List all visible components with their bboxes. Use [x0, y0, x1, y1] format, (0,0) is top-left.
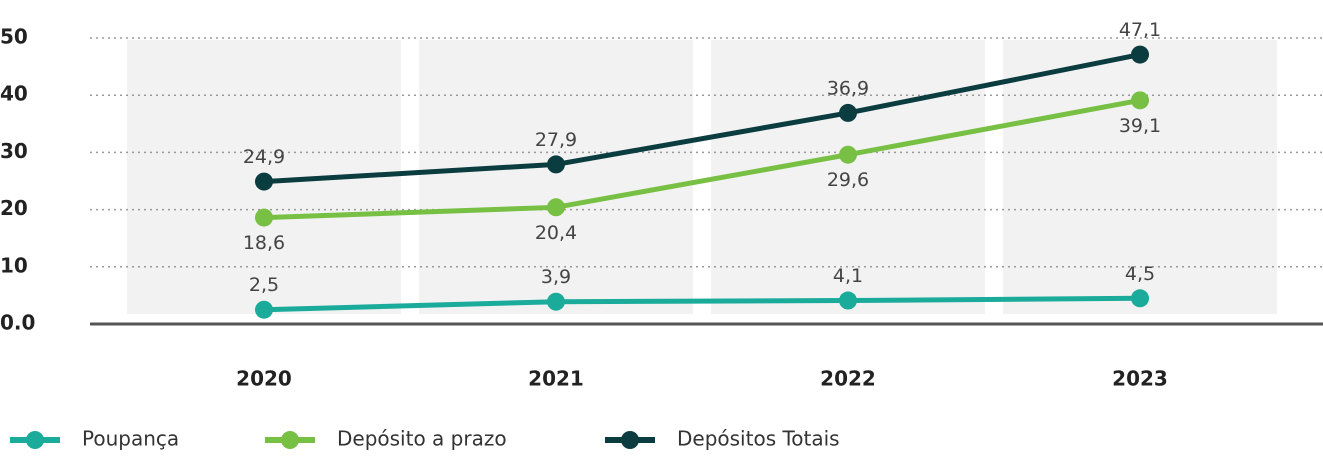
data-label: 3,9 [541, 266, 571, 288]
legend-label: Depósito a prazo [337, 427, 507, 451]
series-line [263, 97, 1141, 221]
series-line [263, 52, 1141, 185]
data-label: 39,1 [1119, 115, 1161, 137]
data-point [547, 155, 565, 174]
category-band [1003, 40, 1277, 314]
data-point [1131, 91, 1149, 110]
data-label: 20,4 [535, 222, 577, 244]
data-point [547, 292, 565, 311]
data-point [255, 208, 273, 227]
data-label: 18,6 [243, 232, 285, 254]
data-label: 47,1 [1119, 19, 1161, 41]
category-band [711, 40, 985, 314]
y-tick-label: 50 [0, 25, 28, 49]
data-label: 36,9 [827, 77, 869, 99]
data-label: 24,9 [243, 146, 285, 168]
data-point [1131, 45, 1149, 64]
data-label: 27,9 [535, 129, 577, 151]
y-tick-label: 40 [0, 82, 28, 106]
data-point [839, 103, 857, 122]
data-point [255, 300, 273, 319]
x-tick-label: 2020 [236, 367, 292, 391]
legend-swatch-dot [281, 431, 299, 449]
data-label: 2,5 [249, 274, 279, 296]
legend-label: Depósitos Totais [677, 427, 840, 451]
x-tick-label: 2023 [1112, 367, 1168, 391]
category-band [419, 40, 693, 314]
legend-label: Poupança [82, 427, 179, 451]
data-point [547, 198, 565, 217]
data-label: 4,1 [833, 265, 863, 287]
data-point [839, 291, 857, 310]
x-tick-label: 2021 [528, 367, 584, 391]
y-tick-label: 10 [0, 253, 28, 277]
data-label: 4,5 [1125, 263, 1155, 285]
y-tick-label: 20 [0, 196, 28, 220]
legend-swatch-dot [26, 431, 44, 449]
x-tick-label: 2022 [820, 367, 876, 391]
y-tick-label: 0.0 [0, 311, 35, 335]
data-label: 29,6 [827, 169, 869, 191]
series-line [263, 295, 1141, 313]
data-point [1131, 289, 1149, 308]
y-tick-label: 30 [0, 139, 28, 163]
data-point [839, 145, 857, 164]
data-point [255, 172, 273, 191]
legend-swatch-dot [621, 431, 639, 449]
